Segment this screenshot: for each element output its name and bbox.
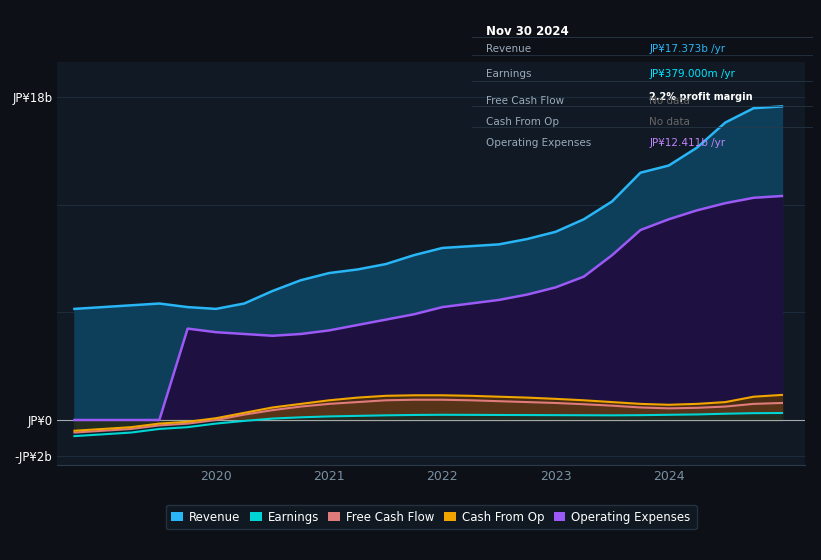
Text: JP¥12.411b /yr: JP¥12.411b /yr [649, 138, 726, 147]
Legend: Revenue, Earnings, Free Cash Flow, Cash From Op, Operating Expenses: Revenue, Earnings, Free Cash Flow, Cash … [166, 505, 696, 529]
Text: 2.2% profit margin: 2.2% profit margin [649, 92, 753, 102]
Text: Cash From Op: Cash From Op [486, 117, 559, 127]
Text: No data: No data [649, 117, 690, 127]
Text: JP¥379.000m /yr: JP¥379.000m /yr [649, 69, 735, 79]
Text: Earnings: Earnings [486, 69, 531, 79]
Text: No data: No data [649, 96, 690, 106]
Text: Nov 30 2024: Nov 30 2024 [486, 25, 568, 38]
Text: Free Cash Flow: Free Cash Flow [486, 96, 564, 106]
Text: Operating Expenses: Operating Expenses [486, 138, 591, 147]
Text: Revenue: Revenue [486, 44, 531, 54]
Text: JP¥17.373b /yr: JP¥17.373b /yr [649, 44, 726, 54]
